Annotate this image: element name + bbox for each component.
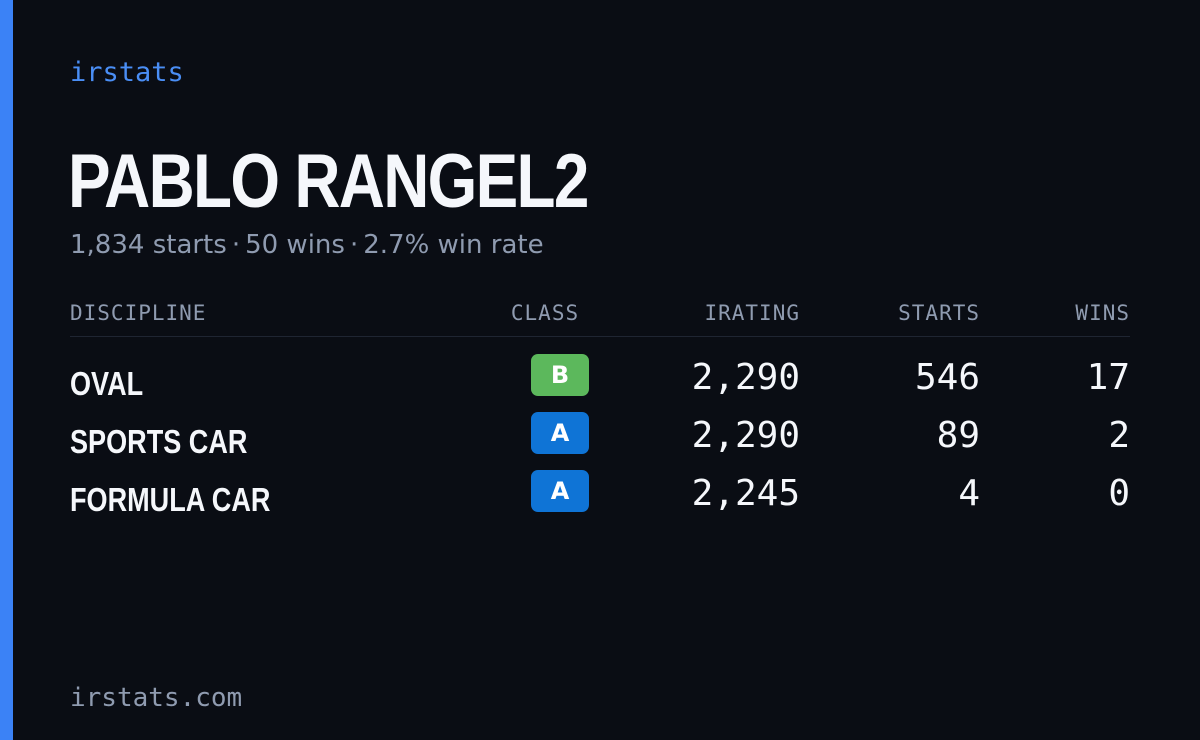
header-starts: STARTS [898,301,980,325]
footer-url: irstats.com [70,683,243,713]
irating-value: 2,245 [691,473,800,514]
class-badge: B [531,354,589,396]
stats-table-body: OVAL B 2,290 546 17 SPORTS CAR A 2,290 8… [70,352,1130,526]
header-divider [70,336,1130,337]
discipline-name: FORMULA CAR [70,481,271,518]
irating-value: 2,290 [691,415,800,456]
header-discipline: DISCIPLINE [70,301,207,325]
table-row-formula-car: FORMULA CAR A 2,245 4 0 [70,468,1130,526]
header-wins: WINS [1075,301,1130,325]
table-row-sports-car: SPORTS CAR A 2,290 89 2 [70,410,1130,468]
header-class: CLASS [510,301,580,325]
summary-starts: 1,834 starts [70,230,227,260]
summary-separator: · [231,230,241,260]
wins-value: 2 [1108,415,1130,456]
header-irating: IRATING [704,301,800,325]
class-badge: A [531,470,589,512]
starts-value: 4 [958,473,980,514]
driver-name: PABLO RANGEL2 [68,139,589,224]
wins-value: 0 [1108,473,1130,514]
starts-value: 89 [936,415,980,456]
wins-value: 17 [1086,357,1130,398]
summary-wins: 50 wins [245,230,345,260]
class-badge: A [531,412,589,454]
stats-table-header: DISCIPLINE CLASS IRATING STARTS WINS [70,298,1130,328]
accent-bar [0,0,13,740]
irating-value: 2,290 [691,357,800,398]
discipline-name: SPORTS CAR [70,423,248,460]
starts-value: 546 [914,357,980,398]
brand-logo-text: irstats [70,57,184,88]
table-row-oval: OVAL B 2,290 546 17 [70,352,1130,410]
driver-summary: 1,834 starts · 50 wins · 2.7% win rate [70,228,544,262]
discipline-name: OVAL [70,365,144,402]
summary-separator: · [349,230,359,260]
summary-win-rate: 2.7% win rate [363,230,544,260]
